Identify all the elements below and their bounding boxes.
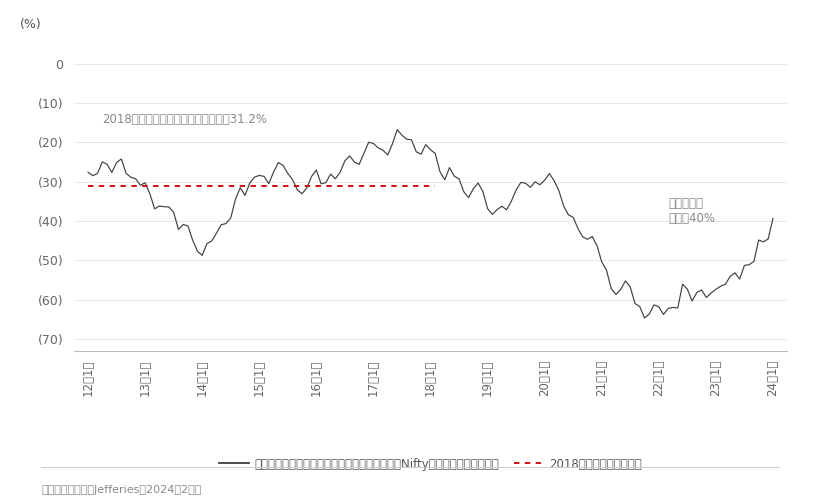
Text: (%): (%) bbox=[20, 18, 42, 31]
Text: 當前市盈率
折讓：40%: 當前市盈率 折讓：40% bbox=[667, 197, 714, 225]
Text: 資料來源：彭博。Jefferies。2024年2月。: 資料來源：彭博。Jefferies。2024年2月。 bbox=[41, 485, 201, 495]
Legend: 孟買證券交易所公營行業企業市盈率相對於印度Nifty指數的溢價／（折讓）, 2018財政年度前的平均值: 孟買證券交易所公營行業企業市盈率相對於印度Nifty指數的溢價／（折讓）, 20… bbox=[215, 453, 645, 475]
Text: 2018財政年度前的平均市盈率折讓：31.2%: 2018財政年度前的平均市盈率折讓：31.2% bbox=[102, 113, 267, 126]
